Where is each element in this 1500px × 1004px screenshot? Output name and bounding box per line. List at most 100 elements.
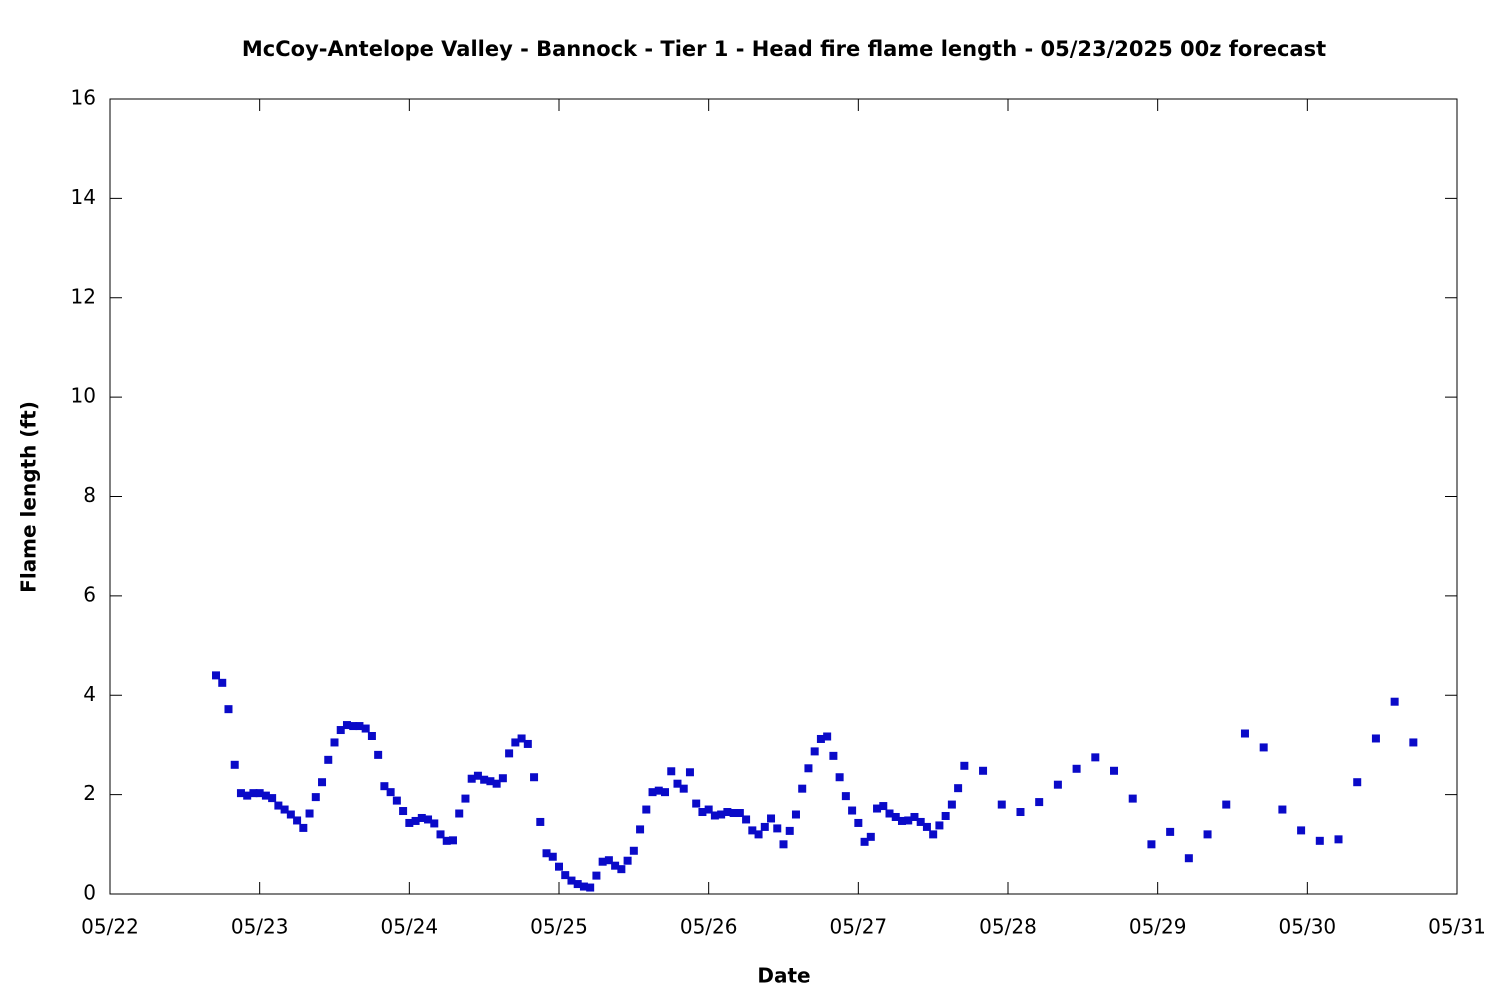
data-point <box>299 823 308 832</box>
data-point <box>355 722 364 731</box>
data-point <box>367 731 376 740</box>
data-point <box>436 830 445 839</box>
x-tick-label: 05/29 <box>1129 915 1187 939</box>
data-point <box>380 782 389 791</box>
data-point <box>386 788 395 797</box>
data-point <box>929 830 938 839</box>
x-tick-label: 05/27 <box>830 915 888 939</box>
data-point <box>374 750 383 759</box>
y-tick-label: 4 <box>83 682 96 706</box>
data-point <box>866 832 875 841</box>
data-point <box>1278 805 1287 814</box>
data-point <box>592 871 601 880</box>
y-tick-label: 2 <box>83 781 96 805</box>
data-point <box>810 747 819 756</box>
data-point <box>873 804 882 813</box>
data-point <box>897 816 906 825</box>
data-point <box>679 784 688 793</box>
data-point <box>841 792 850 801</box>
data-point <box>542 849 551 858</box>
data-point <box>748 826 757 835</box>
data-point <box>318 778 327 787</box>
data-point <box>1409 738 1418 747</box>
data-point <box>1147 840 1156 849</box>
data-point <box>673 779 682 788</box>
data-point <box>604 856 613 865</box>
x-tick-label: 05/22 <box>81 915 139 939</box>
data-point <box>1222 800 1231 809</box>
data-point <box>517 734 526 743</box>
data-point <box>330 738 339 747</box>
x-tick-label: 05/31 <box>1428 915 1486 939</box>
data-point <box>791 810 800 819</box>
data-point <box>573 880 582 889</box>
data-point <box>461 794 470 803</box>
data-point <box>935 821 944 830</box>
data-point <box>823 732 832 741</box>
x-tick-label: 05/28 <box>979 915 1037 939</box>
x-tick-label: 05/26 <box>680 915 738 939</box>
data-point <box>854 818 863 827</box>
data-point <box>611 861 620 870</box>
data-point <box>1184 854 1193 863</box>
data-point <box>598 857 607 866</box>
data-point <box>642 805 651 814</box>
data-point <box>505 749 514 758</box>
data-point <box>243 791 252 800</box>
data-point <box>760 822 769 831</box>
x-axis-label: Date <box>757 964 810 988</box>
data-point <box>224 705 233 714</box>
data-point <box>1091 753 1100 762</box>
y-tick-label: 12 <box>71 284 96 308</box>
data-point <box>767 814 776 823</box>
data-point <box>473 771 482 780</box>
data-point <box>311 793 320 802</box>
data-point <box>1371 734 1380 743</box>
data-point <box>648 788 657 797</box>
data-point <box>430 819 439 828</box>
y-tick-label: 10 <box>71 384 96 408</box>
data-point <box>548 852 557 861</box>
data-point <box>455 809 464 818</box>
x-tick-label: 05/23 <box>231 915 289 939</box>
data-point <box>710 811 719 820</box>
data-point <box>1128 794 1137 803</box>
data-point <box>448 836 457 845</box>
data-point <box>1016 808 1025 817</box>
data-point <box>879 802 888 811</box>
data-point <box>1240 729 1249 738</box>
y-tick-label: 16 <box>71 86 96 110</box>
data-point <box>848 806 857 815</box>
data-point <box>486 777 495 786</box>
data-point <box>536 817 545 826</box>
data-point <box>742 815 751 824</box>
data-point <box>1315 836 1324 845</box>
data-point <box>274 801 283 810</box>
data-point <box>804 764 813 773</box>
data-point <box>891 812 900 821</box>
data-point <box>280 805 289 814</box>
data-point <box>255 789 264 798</box>
data-point <box>954 784 963 793</box>
data-point <box>773 824 782 833</box>
data-point <box>442 836 451 845</box>
data-point <box>947 800 956 809</box>
data-point <box>661 788 670 797</box>
data-point <box>417 813 426 822</box>
data-point <box>1110 766 1119 775</box>
data-point <box>567 876 576 885</box>
data-point <box>261 791 270 800</box>
data-point <box>617 865 626 874</box>
data-point <box>236 789 245 798</box>
data-point <box>1035 798 1044 807</box>
data-point <box>336 726 345 735</box>
data-point <box>667 767 676 776</box>
data-point <box>754 830 763 839</box>
data-point <box>305 809 314 818</box>
data-point <box>979 766 988 775</box>
data-point <box>1390 697 1399 706</box>
data-point <box>941 811 950 820</box>
data-point <box>555 862 563 871</box>
data-point <box>405 818 414 827</box>
data-point <box>910 812 919 821</box>
